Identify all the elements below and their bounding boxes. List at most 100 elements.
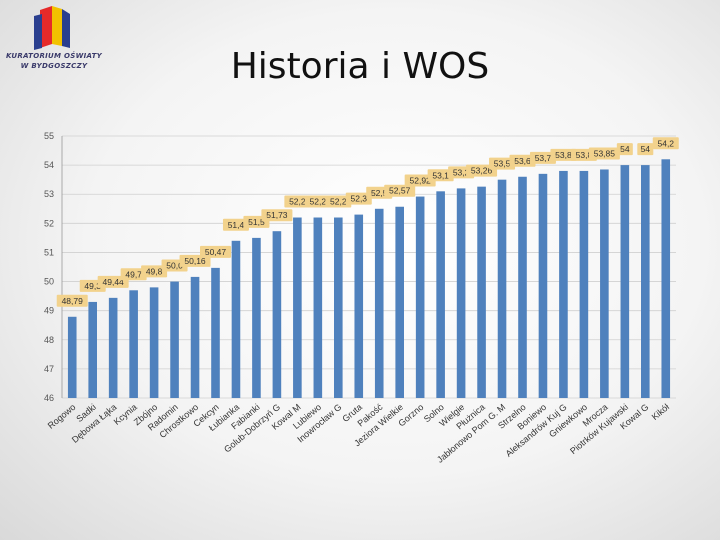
- bar: [149, 287, 159, 398]
- bar: [395, 206, 404, 398]
- data-label-bg: [141, 265, 168, 278]
- data-label-bg: [222, 218, 249, 231]
- bar: [272, 231, 282, 398]
- bar: [538, 173, 548, 398]
- data-label: 54: [641, 144, 651, 154]
- y-tick-label: 55: [44, 131, 54, 141]
- data-label-bg: [261, 209, 293, 222]
- data-label: 52,3: [350, 194, 367, 204]
- data-label: 48,79: [62, 296, 84, 306]
- data-label: 49,3: [84, 281, 101, 291]
- y-tick-label: 51: [44, 247, 54, 257]
- y-axis: 46 47 48 49 50 51 52 53 54 55: [44, 131, 63, 403]
- data-label: 52,2: [310, 197, 327, 207]
- data-label: 53,1: [432, 170, 449, 180]
- data-label: 53,8: [576, 150, 593, 160]
- data-label-bg: [304, 195, 331, 208]
- bar: [600, 169, 609, 398]
- data-label: 49,8: [146, 266, 163, 276]
- y-tick-label: 54: [44, 160, 54, 170]
- kuratorium-logo: KURATORIUM OŚWIATY W BYDGOSZCZY: [4, 4, 104, 76]
- bar: [477, 186, 486, 398]
- data-label: 53,5: [494, 159, 511, 169]
- data-label-bg: [616, 143, 633, 156]
- data-label-bg: [509, 154, 536, 167]
- data-label: 54,2: [657, 138, 674, 148]
- data-label: 54: [620, 144, 630, 154]
- bar: [313, 217, 323, 398]
- bar: [334, 217, 343, 398]
- data-label: 52,2: [330, 197, 347, 207]
- bar: [293, 217, 302, 398]
- data-label-bg: [384, 184, 416, 197]
- y-tick-label: 48: [44, 335, 54, 345]
- data-label: 53,26: [471, 166, 493, 176]
- data-label-bg: [588, 147, 620, 160]
- logo-text-line2: W BYDGOSZCZY: [20, 62, 88, 70]
- data-label-bg: [179, 254, 211, 267]
- bar: [415, 196, 425, 398]
- data-label-bg: [637, 143, 654, 156]
- y-tick-label: 53: [44, 189, 54, 199]
- y-tick-label: 50: [44, 277, 54, 287]
- bar: [88, 301, 97, 398]
- bar: [354, 214, 364, 398]
- data-label-bg: [200, 245, 231, 258]
- logo-book-icon: [34, 6, 70, 50]
- data-label: 53,85: [594, 148, 616, 158]
- bar: [518, 176, 527, 398]
- bars: [67, 159, 671, 398]
- page-title: Historia i WOS: [230, 46, 490, 87]
- bar: [170, 281, 179, 398]
- category-label: Rogowo: [46, 402, 78, 431]
- data-label: 50,16: [184, 256, 206, 266]
- data-label: 51,5: [248, 217, 265, 227]
- data-label: 53,2: [453, 167, 470, 177]
- data-label-bg: [427, 169, 454, 182]
- bar: [456, 188, 466, 398]
- data-label-bg: [325, 195, 352, 208]
- data-label: 52,92: [410, 176, 432, 186]
- bar: [67, 316, 77, 398]
- data-label: 53,8: [555, 150, 572, 160]
- bar: [108, 297, 118, 398]
- bar: [436, 191, 445, 398]
- data-label-bg: [284, 195, 311, 208]
- data-label: 50,0: [166, 261, 183, 271]
- data-label-bg: [120, 268, 147, 281]
- bar: [129, 290, 138, 398]
- bar: [374, 208, 384, 398]
- logo-text-line1: KURATORIUM OŚWIATY: [5, 52, 103, 60]
- data-label: 53,7: [535, 153, 552, 163]
- data-label: 52,5: [371, 188, 388, 198]
- data-label-bg: [529, 151, 556, 164]
- data-label: 52,2: [289, 197, 306, 207]
- y-tick-label: 49: [44, 306, 54, 316]
- grid-lines: [62, 135, 676, 399]
- bar: [497, 179, 507, 398]
- data-label: 52,57: [389, 186, 411, 196]
- data-label: 50,47: [205, 247, 227, 257]
- data-label-bg: [652, 137, 679, 150]
- bar: [661, 159, 671, 398]
- data-label-bg: [489, 157, 516, 170]
- data-label-bg: [345, 192, 372, 205]
- data-label-bg: [550, 148, 577, 161]
- y-tick-label: 47: [44, 364, 54, 374]
- data-label: 49,7: [125, 269, 142, 279]
- bar: [620, 165, 630, 398]
- bar: [641, 165, 650, 398]
- bar: [211, 267, 220, 398]
- y-tick-label: 46: [44, 393, 54, 403]
- bar: [579, 170, 589, 398]
- bar: [252, 237, 261, 398]
- bar: [190, 276, 200, 398]
- category-label: Kikół: [650, 402, 671, 422]
- data-label: 53,6: [514, 156, 531, 166]
- bar: [559, 170, 568, 398]
- bar: [231, 240, 241, 398]
- data-label-bg: [56, 294, 88, 307]
